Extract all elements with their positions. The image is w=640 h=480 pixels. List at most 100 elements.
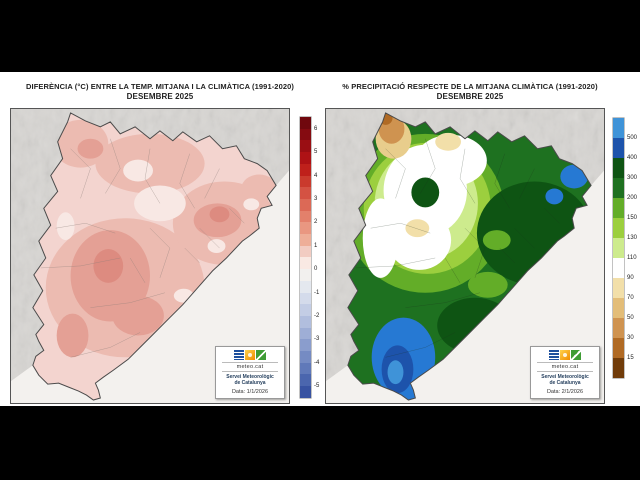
logo-divider xyxy=(537,371,593,372)
colorbar-segment xyxy=(613,258,624,278)
map-date-temperature: Data: 1/1/2026 xyxy=(231,389,269,395)
colorbar-segment xyxy=(300,315,311,328)
colorbar-segment xyxy=(613,118,624,138)
org-name-line2: de Catalunya xyxy=(234,380,266,386)
colorbar-tick-label: 300 xyxy=(627,175,638,181)
colorbar-segment xyxy=(300,292,311,305)
logo-divider xyxy=(222,371,278,372)
colorbar-segment xyxy=(613,158,624,178)
colorbar-tick-label: 130 xyxy=(627,235,638,241)
contour-blob xyxy=(560,164,589,189)
contour-blob xyxy=(95,133,205,194)
meteocat-logo xyxy=(218,350,282,360)
contour-blob xyxy=(362,198,399,278)
contour-blob xyxy=(123,159,153,182)
colorbar-segment xyxy=(300,210,311,223)
colorbar-segment xyxy=(300,152,311,164)
colorbar-segment xyxy=(300,280,311,293)
colorbar-segment xyxy=(300,386,311,398)
precipitation-percent-blobs xyxy=(347,112,592,401)
meteocat-logo-box: meteo.cat Servei Meteorològic de Catalun… xyxy=(215,346,285,399)
contour-blob xyxy=(405,219,430,238)
map-frame-precipitation: meteo.cat Servei Meteorològic de Catalun… xyxy=(325,108,605,404)
colorbar-temperature: 6 5 4 3 2 1 0 -1 -2 -3 -4 -5 xyxy=(300,117,319,398)
colorbar-tick-label: 2 xyxy=(314,219,318,226)
colorbar-segment xyxy=(300,187,311,199)
contour-blob xyxy=(207,239,226,254)
colorbar-tick-label: 110 xyxy=(627,255,637,261)
contour-blob xyxy=(93,249,124,283)
colorbar-tick-label: 150 xyxy=(627,215,638,221)
contour-blob xyxy=(387,360,404,385)
colorbar-tick-label: 200 xyxy=(627,195,638,201)
meteocat-logo-box: meteo.cat Servei Meteorològic de Catalun… xyxy=(530,346,600,399)
contour-blob xyxy=(411,177,440,208)
colorbar-segment xyxy=(300,234,311,246)
colorbar-segment xyxy=(300,351,311,363)
meteocat-logo xyxy=(533,350,597,360)
map-title-temperature-line1: DIFERÈNCIA (°C) ENTRE LA TEMP. MITJANA I… xyxy=(26,82,294,91)
catalonia-outline xyxy=(32,112,277,401)
colorbar-segment xyxy=(613,218,624,238)
colorbar-segment xyxy=(300,175,311,188)
colorbar-tick-label: 5 xyxy=(314,149,318,156)
map-title-precipitation-line2: DESEMBRE 2025 xyxy=(436,92,504,101)
colorbar-segment xyxy=(613,238,624,258)
colorbar-tick-label: 6 xyxy=(314,125,318,132)
colorbar-tick-label: -1 xyxy=(314,289,320,296)
colorbar-segment xyxy=(300,198,311,211)
contour-blob xyxy=(467,271,508,298)
logo-divider xyxy=(222,362,278,363)
colorbar-segment xyxy=(613,198,624,218)
comarca-borders xyxy=(40,138,245,358)
catalonia-map-temperature xyxy=(11,109,289,403)
logo-divider xyxy=(537,362,593,363)
colorbar-segment xyxy=(613,178,624,198)
colorbar-segment xyxy=(300,339,311,352)
org-name-line2: de Catalunya xyxy=(549,380,581,386)
colorbar-segment xyxy=(300,269,311,281)
meteocat-blue-square-icon xyxy=(549,350,559,360)
meteocat-orange-square-icon xyxy=(245,350,255,360)
colorbar-segment xyxy=(613,338,624,358)
colorbar-segment xyxy=(613,138,624,158)
colorbar-segment xyxy=(300,222,311,235)
contour-blob xyxy=(56,313,89,358)
map-title-temperature: DIFERÈNCIA (°C) ENTRE LA TEMP. MITJANA I… xyxy=(4,82,316,102)
contour-blob xyxy=(545,188,564,205)
colorbar-segment xyxy=(613,358,624,378)
colorbar-segment xyxy=(613,278,624,298)
colorbar-tick-label: -4 xyxy=(314,359,320,366)
colorbar-tick-label: 400 xyxy=(627,155,638,161)
colorbar-tick-label: 70 xyxy=(627,295,634,301)
content-area: DIFERÈNCIA (°C) ENTRE LA TEMP. MITJANA I… xyxy=(0,72,640,406)
colorbar-tick-label: 15 xyxy=(627,355,634,361)
colorbar-segment xyxy=(300,257,311,270)
colorbar-segment xyxy=(300,327,311,340)
contour-blob xyxy=(387,210,452,270)
map-date-precipitation: Data: 2/1/2026 xyxy=(546,389,584,395)
org-name-line1: Servei Meteorològic xyxy=(541,374,589,380)
map-title-precipitation-line1: % PRECIPITACIÓ RESPECTE DE LA MITJANA CL… xyxy=(342,82,598,91)
meteocat-green-square-icon xyxy=(256,350,266,360)
contour-blob xyxy=(243,198,260,211)
colorbar-segment xyxy=(300,140,311,153)
contour-blob xyxy=(77,138,104,159)
contour-blob xyxy=(209,206,230,223)
contour-blob xyxy=(112,295,164,336)
colorbar-tick-label: 30 xyxy=(627,335,634,341)
org-name-line1: Servei Meteorològic xyxy=(226,374,274,380)
colorbar-tick-label: 50 xyxy=(627,315,634,321)
map-frame-temperature: meteo.cat Servei Meteorològic de Catalun… xyxy=(10,108,290,404)
sea-area xyxy=(11,170,289,403)
colorbar-tick-label: 1 xyxy=(314,242,318,249)
colorbar-segment xyxy=(300,245,311,258)
contour-blob xyxy=(56,212,75,241)
colorbar-tick-label: 3 xyxy=(314,195,318,202)
colorbar-segment xyxy=(300,163,311,176)
sea-area xyxy=(326,170,604,403)
colorbar-tick-label: 4 xyxy=(314,172,318,179)
contour-blob xyxy=(482,230,511,251)
colorbar-segment xyxy=(300,117,311,129)
